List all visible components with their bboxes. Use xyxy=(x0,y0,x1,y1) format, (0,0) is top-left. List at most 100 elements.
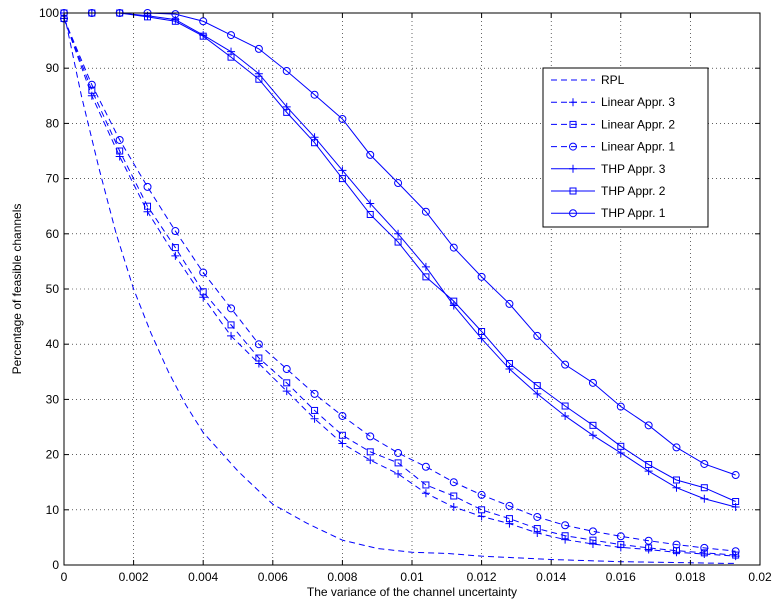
data-point xyxy=(645,544,653,552)
data-point xyxy=(732,551,740,559)
data-point xyxy=(477,512,486,521)
data-point xyxy=(88,86,96,94)
data-point xyxy=(199,268,208,277)
data-point xyxy=(144,202,152,210)
data-point xyxy=(199,288,207,296)
data-point xyxy=(477,334,486,343)
data-point xyxy=(561,360,570,369)
data-point xyxy=(672,540,681,549)
data-point xyxy=(505,299,514,308)
data-point xyxy=(672,443,681,452)
data-point xyxy=(449,503,458,512)
data-point xyxy=(533,525,541,533)
data-point xyxy=(338,114,347,123)
legend-box xyxy=(542,67,709,228)
data-point xyxy=(589,421,597,429)
series-line xyxy=(63,12,736,564)
y-tick-label: 70 xyxy=(46,172,60,186)
data-point xyxy=(449,243,458,252)
y-axis-label: Percentage of feasible channels xyxy=(10,204,24,375)
data-point xyxy=(421,262,430,271)
data-point xyxy=(282,365,291,374)
legend-entry: RPL xyxy=(551,73,625,87)
legend-entry: THP Appr. 3 xyxy=(551,162,666,176)
x-tick-label: 0.018 xyxy=(675,570,705,584)
data-point xyxy=(144,13,152,21)
legend-marker xyxy=(569,164,577,173)
y-tick-label: 0 xyxy=(52,558,59,572)
data-point xyxy=(533,382,541,390)
data-point xyxy=(450,297,458,305)
data-point xyxy=(394,469,403,478)
data-point xyxy=(617,442,625,450)
series-thp-appr-2 xyxy=(60,9,740,506)
data-point xyxy=(731,547,740,556)
data-point xyxy=(589,536,597,544)
y-tick-label: 40 xyxy=(46,337,60,351)
y-tick-label: 80 xyxy=(46,116,60,130)
y-tick-label: 50 xyxy=(46,282,60,296)
legend-label: Linear Appr. 2 xyxy=(601,117,675,131)
y-tick-label: 20 xyxy=(46,448,60,462)
data-point xyxy=(366,210,374,218)
data-point xyxy=(561,532,569,540)
data-point xyxy=(478,328,486,336)
data-point xyxy=(732,498,740,506)
data-point xyxy=(422,273,430,281)
data-point xyxy=(616,402,625,411)
data-point xyxy=(561,535,570,544)
legend-marker xyxy=(569,120,577,128)
series-rpl xyxy=(63,12,736,564)
x-tick-label: 0.016 xyxy=(606,570,636,584)
data-point xyxy=(700,484,708,492)
data-point xyxy=(227,304,236,313)
data-point xyxy=(421,489,430,498)
data-point xyxy=(366,448,374,456)
data-point xyxy=(645,461,653,469)
x-tick-label: 0.01 xyxy=(400,570,424,584)
legend-marker xyxy=(569,98,577,107)
legend-entry: Linear Appr. 1 xyxy=(551,140,675,154)
legend-marker xyxy=(569,142,577,151)
data-point xyxy=(450,492,458,500)
data-point xyxy=(227,53,235,61)
data-point xyxy=(644,421,653,430)
data-point xyxy=(644,536,653,545)
x-tick-label: 0.002 xyxy=(119,570,149,584)
data-point xyxy=(731,471,740,480)
x-tick-label: 0.02 xyxy=(748,570,772,584)
data-point xyxy=(394,448,403,457)
data-point xyxy=(366,432,375,441)
x-tick-label: 0.004 xyxy=(188,570,218,584)
y-tick-label: 10 xyxy=(46,503,60,517)
legend-entry: Linear Appr. 2 xyxy=(551,117,675,131)
data-point xyxy=(616,532,625,541)
data-point xyxy=(227,331,236,340)
data-point xyxy=(700,549,708,557)
data-point xyxy=(505,515,513,523)
data-point xyxy=(338,175,346,183)
legend-label: THP Appr. 2 xyxy=(601,184,666,198)
x-axis-label: The variance of the channel uncertainty xyxy=(307,585,517,599)
legend-label: THP Appr. 3 xyxy=(601,162,666,176)
data-point xyxy=(700,494,709,503)
data-point xyxy=(255,354,263,362)
y-tick-label: 90 xyxy=(46,61,60,75)
data-point xyxy=(588,378,597,387)
data-point xyxy=(616,448,625,457)
data-point xyxy=(143,182,152,191)
data-point xyxy=(477,490,486,499)
data-point xyxy=(561,402,569,410)
data-point xyxy=(588,431,597,440)
data-point xyxy=(477,272,486,281)
legend-label: THP Appr. 1 xyxy=(601,206,666,220)
data-point xyxy=(421,207,430,216)
data-point xyxy=(449,478,458,487)
x-tick-label: 0.006 xyxy=(258,570,288,584)
x-tick-label: 0.012 xyxy=(467,570,497,584)
data-point xyxy=(700,543,709,552)
series-lines xyxy=(60,9,740,564)
data-point xyxy=(394,238,402,246)
legend: RPL Linear Appr. 3 Linear Appr. 2 Linear Ap… xyxy=(542,67,709,228)
